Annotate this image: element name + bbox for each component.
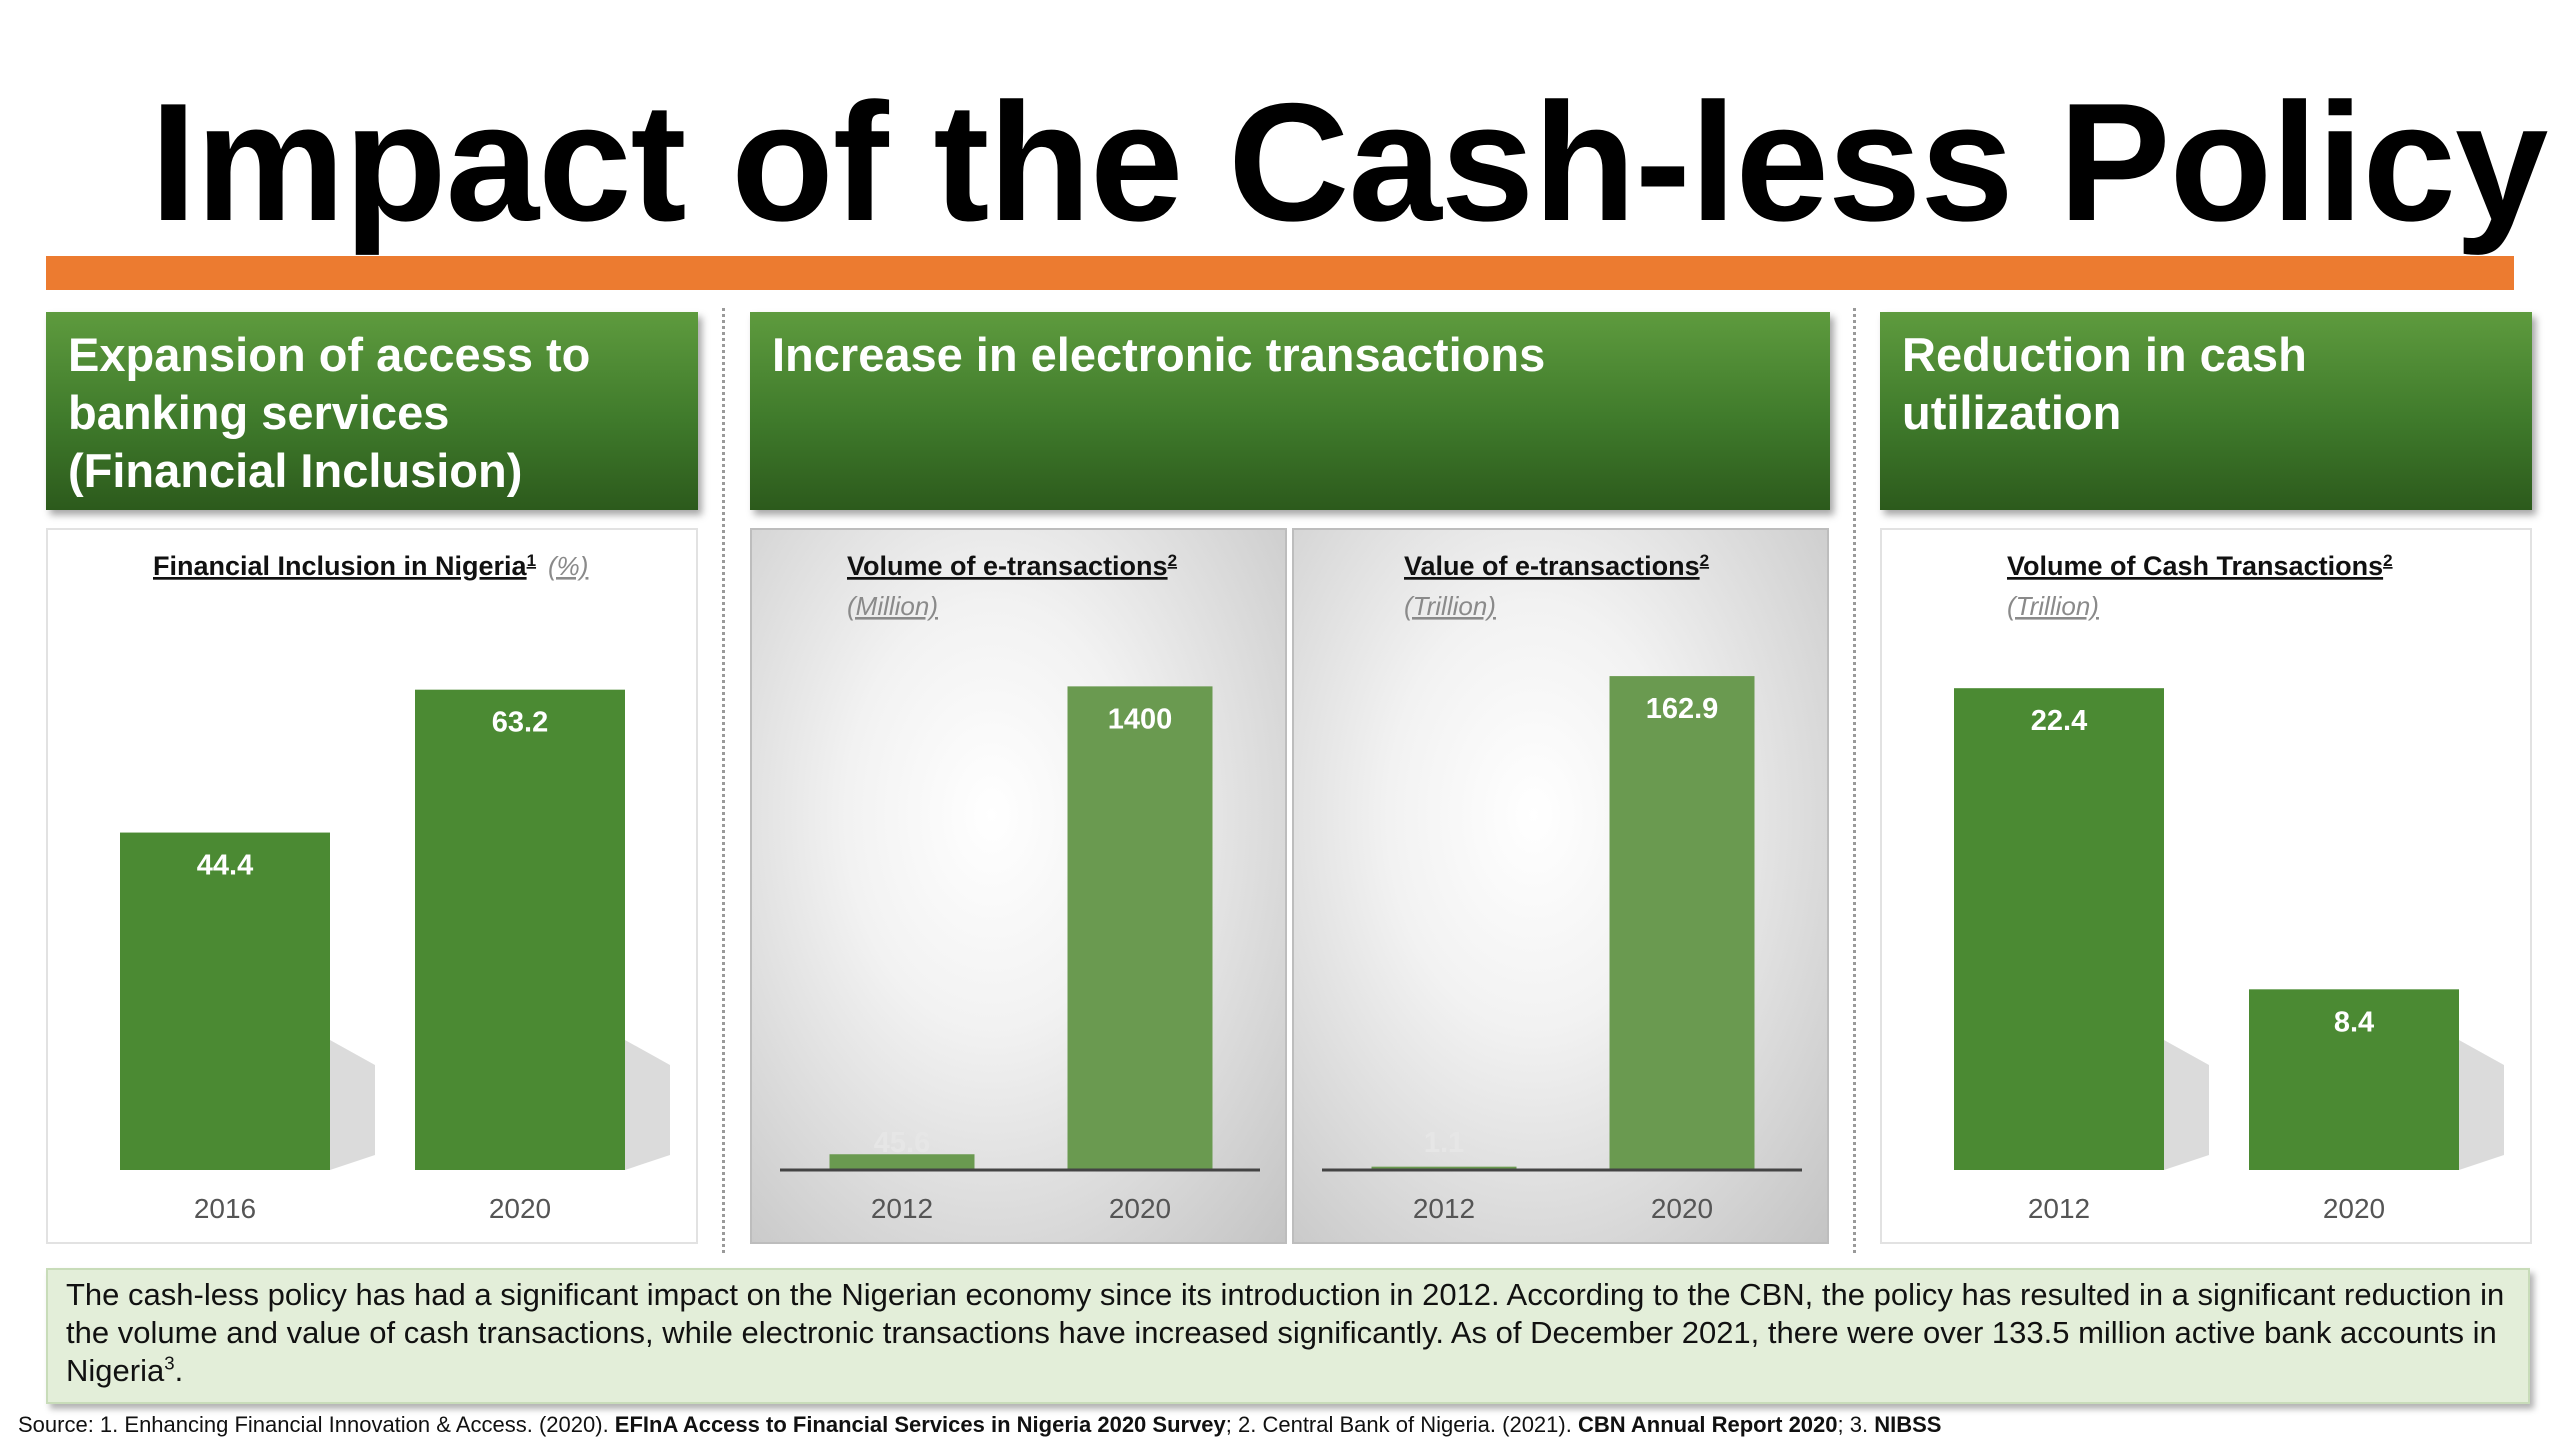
data-label-2020: 162.9 xyxy=(1646,693,1719,725)
x-tick-label-2012: 2012 xyxy=(2028,1193,2090,1224)
summary-footnote-mark: 3 xyxy=(164,1352,175,1374)
title-accent-rule xyxy=(46,256,2514,290)
x-tick-label-2020: 2020 xyxy=(489,1193,551,1224)
data-label-2020: 1400 xyxy=(1108,703,1173,735)
bar-shadow xyxy=(2459,1040,2504,1170)
source-mid-1: ; 2. Central Bank of Nigeria. (2021). xyxy=(1225,1412,1578,1437)
bar-2020 xyxy=(415,689,625,1170)
chart-unit: (%) xyxy=(548,551,588,581)
chart-title: Volume of Cash Transactions2 xyxy=(2007,551,2393,581)
summary-text-end: . xyxy=(174,1353,184,1388)
bar-2012 xyxy=(829,1154,975,1170)
chart-unit: (Million) xyxy=(847,591,938,621)
bar-2020 xyxy=(2249,989,2459,1170)
chart-volume-e-transactions: Volume of e-transactions2 (Million) 45.6 20… xyxy=(780,551,1260,1224)
chart-panel-cash-transactions: Volume of Cash Transactions2 (Trillion) 22… xyxy=(1880,528,2532,1244)
chart-value-e-transactions: Value of e-transactions2 (Trillion) 1.1 201… xyxy=(1322,551,1802,1224)
chart-title: Financial Inclusion in Nigeria1 xyxy=(153,551,536,581)
x-tick-label-2012: 2012 xyxy=(871,1193,933,1224)
bar-shadow xyxy=(330,1040,375,1170)
chart-title: Volume of e-transactions2 xyxy=(847,551,1177,581)
chart-cash-transactions: Volume of Cash Transactions2 (Trillion) 22… xyxy=(1954,551,2504,1224)
data-label-2020: 8.4 xyxy=(2334,1006,2374,1038)
bar-2020 xyxy=(1609,676,1755,1170)
data-label-2016: 44.4 xyxy=(197,850,253,882)
source-ref-efina: EFInA Access to Financial Services in Ni… xyxy=(614,1412,1226,1437)
x-tick-label-2020: 2020 xyxy=(1109,1193,1171,1224)
x-tick-label-2016: 2016 xyxy=(194,1193,256,1224)
bar-shadow xyxy=(625,1040,670,1170)
data-label-2012: 45.6 xyxy=(874,1127,930,1159)
bar-shadow xyxy=(2164,1040,2209,1170)
section-header-cash-reduction: Reduction in cash utilization xyxy=(1880,312,2532,510)
bar-2012 xyxy=(1371,1166,1517,1170)
source-citation: Source: 1. Enhancing Financial Innovatio… xyxy=(18,1412,1941,1438)
data-label-2012: 22.4 xyxy=(2031,705,2087,737)
chart-unit: (Trillion) xyxy=(2007,591,2099,621)
chart-panel-value-e-transactions: Value of e-transactions2 (Trillion) 1.1 201… xyxy=(1292,528,1829,1244)
chart-unit: (Trillion) xyxy=(1404,591,1496,621)
source-prefix: Source: 1. Enhancing Financial Innovatio… xyxy=(18,1412,615,1437)
x-tick-label-2020: 2020 xyxy=(2323,1193,2385,1224)
chart-panel-financial-inclusion: Financial Inclusion in Nigeria1 (%) 44.4 20… xyxy=(46,528,698,1244)
chart-financial-inclusion: Financial Inclusion in Nigeria1 (%) 44.4 20… xyxy=(120,551,670,1224)
bar-2012 xyxy=(1954,688,2164,1170)
data-label-2020: 63.2 xyxy=(492,707,548,739)
bar-2016 xyxy=(120,832,330,1170)
section-divider xyxy=(722,308,725,1253)
chart-title: Value of e-transactions2 xyxy=(1404,551,1709,581)
x-tick-label-2012: 2012 xyxy=(1413,1193,1475,1224)
page-title: Impact of the Cash-less Policy xyxy=(150,68,2548,256)
source-ref-nibss: NIBSS xyxy=(1874,1412,1942,1437)
section-header-financial-inclusion: Expansion of access to banking services … xyxy=(46,312,698,510)
source-mid-2: ; 3. xyxy=(1837,1412,1875,1437)
source-ref-cbn: CBN Annual Report 2020 xyxy=(1577,1412,1838,1437)
bar-2020 xyxy=(1067,686,1213,1170)
x-tick-label-2020: 2020 xyxy=(1651,1193,1713,1224)
data-label-2012: 1.1 xyxy=(1424,1127,1464,1159)
section-header-electronic-transactions: Increase in electronic transactions xyxy=(750,312,1830,510)
summary-box: The cash-less policy has had a significa… xyxy=(46,1268,2530,1404)
chart-panel-volume-e-transactions: Volume of e-transactions2 (Million) 45.6 20… xyxy=(750,528,1287,1244)
summary-text: The cash-less policy has had a significa… xyxy=(66,1277,2505,1388)
section-divider xyxy=(1853,308,1856,1253)
